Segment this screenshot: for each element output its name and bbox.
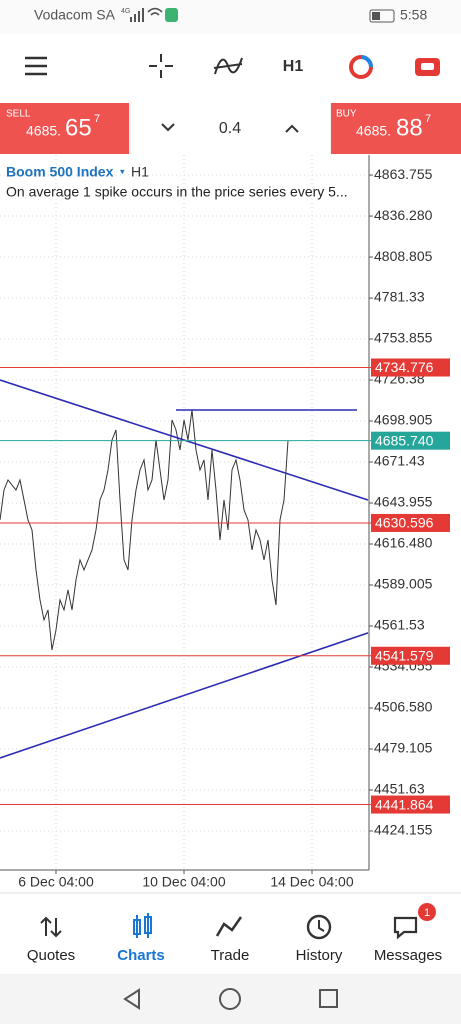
y-tick-label: 4616.480 (374, 535, 433, 551)
back-button[interactable] (123, 988, 140, 1010)
y-tick-label: 4863.755 (374, 166, 433, 182)
network: 4G (121, 8, 130, 15)
buy-label: BUY (336, 109, 357, 120)
home-button[interactable] (219, 988, 241, 1010)
dropdown-arrow: ▾ (120, 166, 125, 176)
sell-price-big: 65 (65, 114, 92, 141)
status-bar (0, 0, 461, 34)
y-tick-label: 4589.005 (374, 576, 433, 592)
app-icon (165, 8, 178, 22)
sell-price: 4685. (26, 123, 61, 139)
y-tick-label: 4424.155 (374, 822, 433, 838)
menu-button[interactable] (25, 56, 47, 76)
y-tick-label: 4781.33 (374, 289, 425, 305)
wifi-icon (147, 7, 163, 16)
trendline (0, 379, 369, 501)
y-tick-label: 4451.63 (374, 781, 425, 797)
nav-label[interactable]: Charts (117, 947, 165, 964)
level-label-box (371, 513, 450, 532)
timeframe-button[interactable]: H1 (283, 58, 304, 75)
level-label: 4541.579 (375, 647, 434, 663)
history-hands (318, 920, 325, 932)
crosshair-button[interactable] (149, 54, 173, 78)
chart-timeframe: H1 (131, 164, 149, 180)
history-icon (306, 914, 332, 940)
bid-label-box (371, 431, 450, 450)
messages-icon (393, 916, 418, 940)
battery-level (372, 12, 380, 20)
level-label: 4441.864 (375, 796, 434, 812)
y-tick-label: 4698.905 (374, 412, 433, 428)
trade-icon (215, 916, 243, 937)
buy-price: 4685. (356, 123, 391, 139)
x-tick-label: 14 Dec 04:00 (270, 874, 353, 890)
volume-down[interactable] (161, 123, 175, 132)
chart: 4863.755 4836.280 4808.805 4781.33 4753.855 4… (0, 155, 450, 890)
y-tick-label: 4753.855 (374, 330, 433, 346)
trade-button-inner (421, 63, 434, 70)
nav-labels: Quotes Charts Trade History Messages (27, 947, 442, 964)
nav-label[interactable]: Messages (374, 947, 442, 964)
y-tick-label: 4479.105 (374, 740, 433, 756)
chart-title: Boom 500 Index (6, 164, 114, 180)
objects-button-accent (360, 55, 373, 68)
clock: 5:58 (400, 7, 427, 23)
nav-label[interactable]: Trade (211, 947, 250, 964)
y-tick-label: 4561.53 (374, 617, 425, 633)
buy-button[interactable] (331, 103, 461, 154)
y-tick-label: 4836.280 (374, 207, 433, 223)
trendline (0, 632, 369, 759)
y-tick-label: 4808.805 (374, 248, 433, 264)
y-tick-label: 4671.43 (374, 453, 425, 469)
indicators-button[interactable] (213, 57, 243, 75)
nav-label[interactable]: Quotes (27, 947, 75, 964)
carrier: Vodacom SA (34, 7, 116, 23)
bottom-nav (0, 893, 461, 973)
y-tick-label: 4643.955 (374, 494, 433, 510)
volume[interactable]: 0.4 (219, 120, 241, 137)
buy-price-big: 88 (396, 114, 423, 141)
badge-count: 1 (424, 907, 430, 919)
level-label-box (371, 795, 450, 814)
volume-up[interactable] (285, 124, 299, 133)
level-label-box (371, 358, 450, 377)
x-tick-label: 6 Dec 04:00 (18, 874, 94, 890)
y-tick-label: 4506.580 (374, 699, 433, 715)
battery-icon (369, 9, 395, 23)
chart-subtitle: On average 1 spike occurs in the price s… (6, 184, 348, 200)
volume-box (131, 103, 330, 154)
system-nav (0, 974, 461, 1024)
sell-price-sup: 7 (94, 113, 100, 125)
bid-label: 4685.740 (375, 432, 434, 448)
badge (418, 903, 436, 921)
sell-label: SELL (6, 109, 31, 120)
level-label-box (371, 646, 450, 665)
price-line (0, 409, 289, 651)
buy-price-sup: 7 (425, 113, 431, 125)
signal-icon (130, 8, 144, 22)
charts-icon (133, 913, 152, 938)
level-label: 4630.596 (375, 515, 434, 531)
sell-button[interactable] (0, 103, 129, 154)
level-label: 4734.776 (375, 359, 434, 375)
nav-label[interactable]: History (296, 947, 343, 964)
x-tick-label: 10 Dec 04:00 (142, 874, 225, 890)
quotes-icon (40, 916, 62, 938)
recents-button[interactable] (319, 989, 338, 1008)
